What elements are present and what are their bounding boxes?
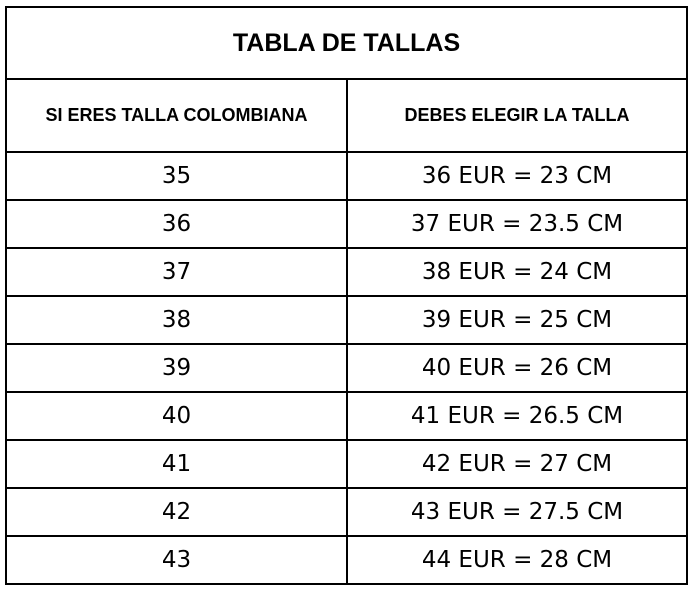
size-table: TABLA DE TALLAS SI ERES TALLA COLOMBIANA… (5, 6, 688, 585)
table-row: 43 44 EUR = 28 CM (5, 535, 688, 585)
table-title: TABLA DE TALLAS (5, 6, 688, 80)
eur-cm-size-cell: 38 EUR = 24 CM (346, 247, 688, 297)
table-row: 35 36 EUR = 23 CM (5, 151, 688, 201)
eur-cm-size-cell: 41 EUR = 26.5 CM (346, 391, 688, 441)
colombian-size-cell: 39 (5, 343, 348, 393)
eur-cm-size-cell: 43 EUR = 27.5 CM (346, 487, 688, 537)
table-row: 40 41 EUR = 26.5 CM (5, 391, 688, 441)
table-row: 42 43 EUR = 27.5 CM (5, 487, 688, 537)
eur-cm-size-cell: 37 EUR = 23.5 CM (346, 199, 688, 249)
eur-cm-size-cell: 40 EUR = 26 CM (346, 343, 688, 393)
eur-cm-size-cell: 36 EUR = 23 CM (346, 151, 688, 201)
colombian-size-cell: 36 (5, 199, 348, 249)
colombian-size-cell: 40 (5, 391, 348, 441)
table-row: 38 39 EUR = 25 CM (5, 295, 688, 345)
colombian-size-cell: 35 (5, 151, 348, 201)
table-row: 37 38 EUR = 24 CM (5, 247, 688, 297)
colombian-size-cell: 42 (5, 487, 348, 537)
eur-cm-size-cell: 42 EUR = 27 CM (346, 439, 688, 489)
header-choose-size: DEBES ELEGIR LA TALLA (346, 78, 688, 153)
eur-cm-size-cell: 39 EUR = 25 CM (346, 295, 688, 345)
table-row: 39 40 EUR = 26 CM (5, 343, 688, 393)
colombian-size-cell: 37 (5, 247, 348, 297)
colombian-size-cell: 38 (5, 295, 348, 345)
eur-cm-size-cell: 44 EUR = 28 CM (346, 535, 688, 585)
header-colombian-size: SI ERES TALLA COLOMBIANA (5, 78, 348, 153)
colombian-size-cell: 43 (5, 535, 348, 585)
colombian-size-cell: 41 (5, 439, 348, 489)
table-row: 41 42 EUR = 27 CM (5, 439, 688, 489)
table-row: 36 37 EUR = 23.5 CM (5, 199, 688, 249)
